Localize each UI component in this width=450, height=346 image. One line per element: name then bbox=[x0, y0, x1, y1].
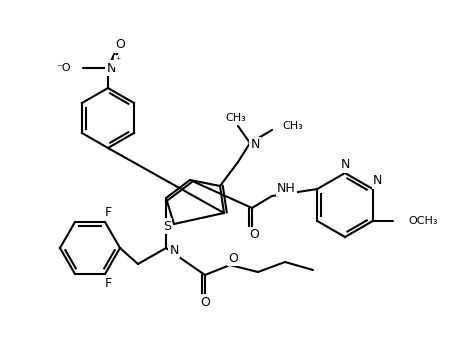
Text: N: N bbox=[106, 62, 116, 74]
Text: ⁺: ⁺ bbox=[115, 56, 121, 66]
Text: CH₃: CH₃ bbox=[225, 113, 247, 123]
Text: N: N bbox=[250, 138, 260, 152]
Text: F: F bbox=[104, 206, 112, 219]
Text: O: O bbox=[200, 295, 210, 309]
Text: O: O bbox=[228, 252, 238, 264]
Text: F: F bbox=[104, 277, 112, 291]
Text: N: N bbox=[340, 158, 350, 172]
Text: S: S bbox=[163, 219, 171, 233]
Text: N: N bbox=[373, 174, 382, 188]
Text: O: O bbox=[115, 38, 125, 52]
Text: OCH₃: OCH₃ bbox=[409, 216, 438, 226]
Text: NH: NH bbox=[277, 182, 296, 194]
Text: N: N bbox=[169, 244, 179, 256]
Text: ⁻O: ⁻O bbox=[56, 63, 71, 73]
Text: O: O bbox=[249, 228, 259, 242]
Text: CH₃: CH₃ bbox=[282, 121, 303, 131]
